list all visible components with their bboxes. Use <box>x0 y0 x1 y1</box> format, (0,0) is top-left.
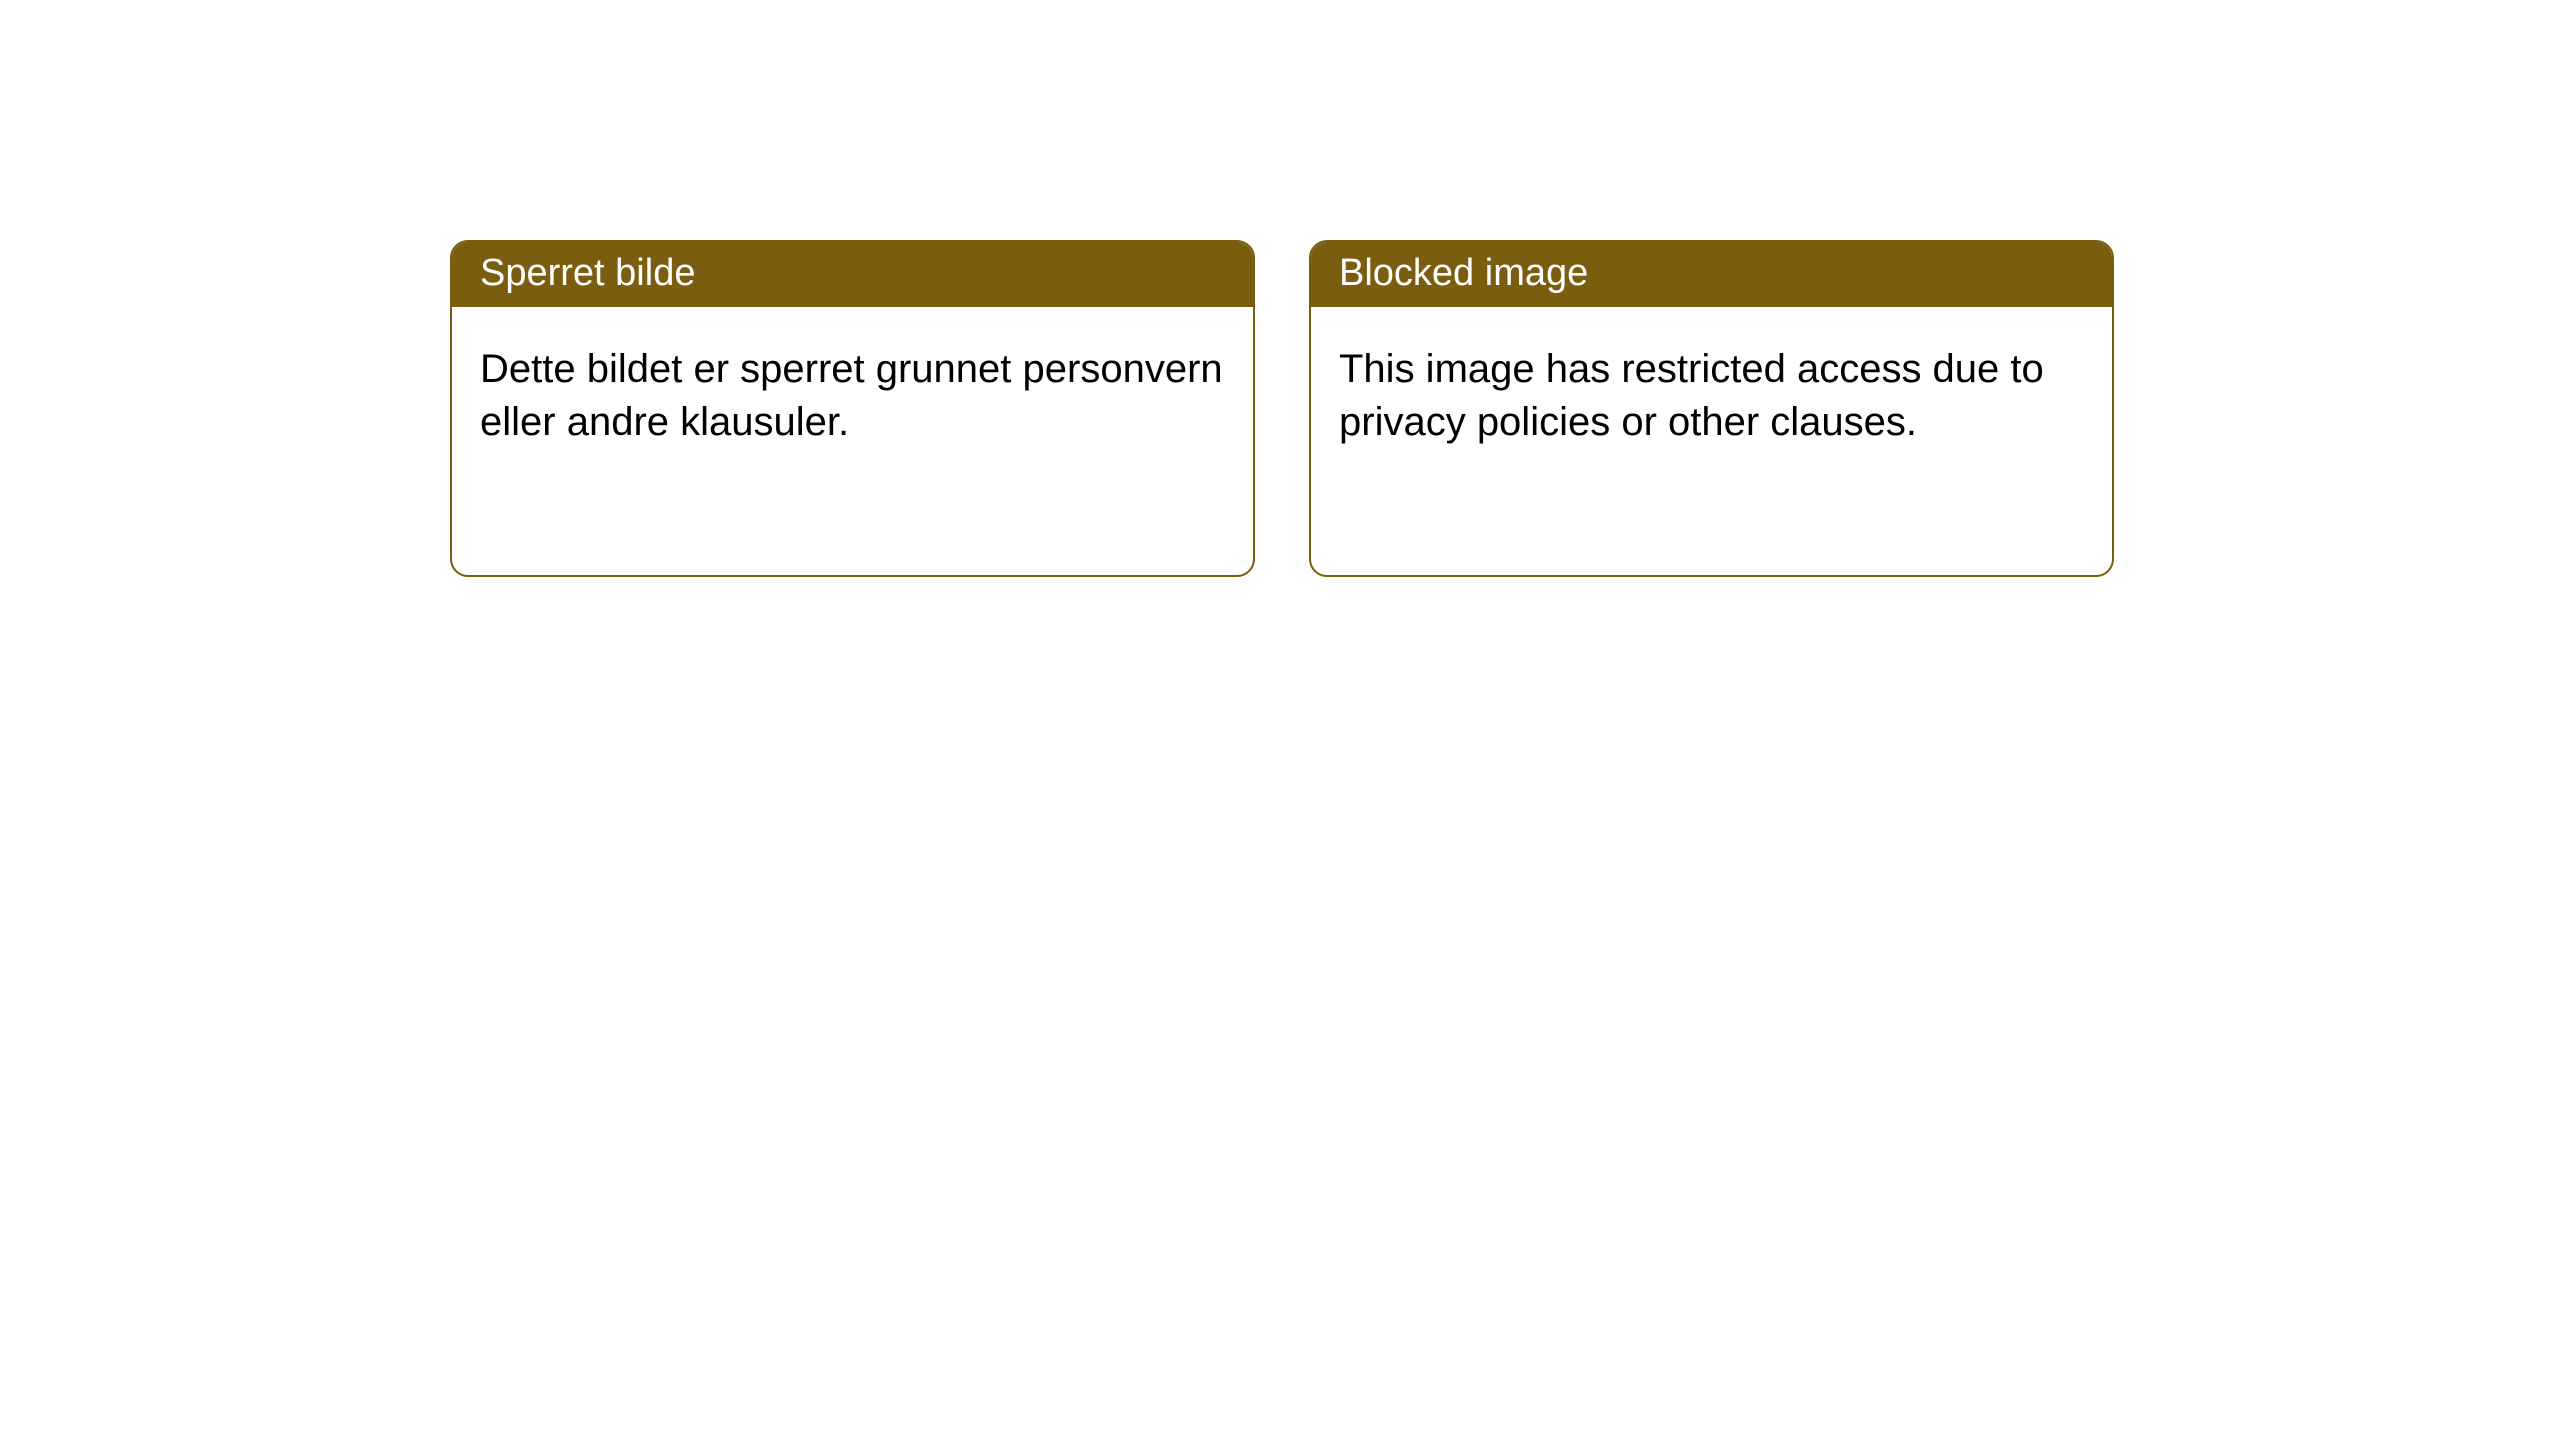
card-english: Blocked image This image has restricted … <box>1309 240 2114 577</box>
card-body-no: Dette bildet er sperret grunnet personve… <box>452 307 1253 575</box>
card-norwegian: Sperret bilde Dette bildet er sperret gr… <box>450 240 1255 577</box>
card-body-en: This image has restricted access due to … <box>1311 307 2112 575</box>
blocked-image-notices: Sperret bilde Dette bildet er sperret gr… <box>450 240 2560 577</box>
card-header-no: Sperret bilde <box>452 242 1253 307</box>
card-header-en: Blocked image <box>1311 242 2112 307</box>
